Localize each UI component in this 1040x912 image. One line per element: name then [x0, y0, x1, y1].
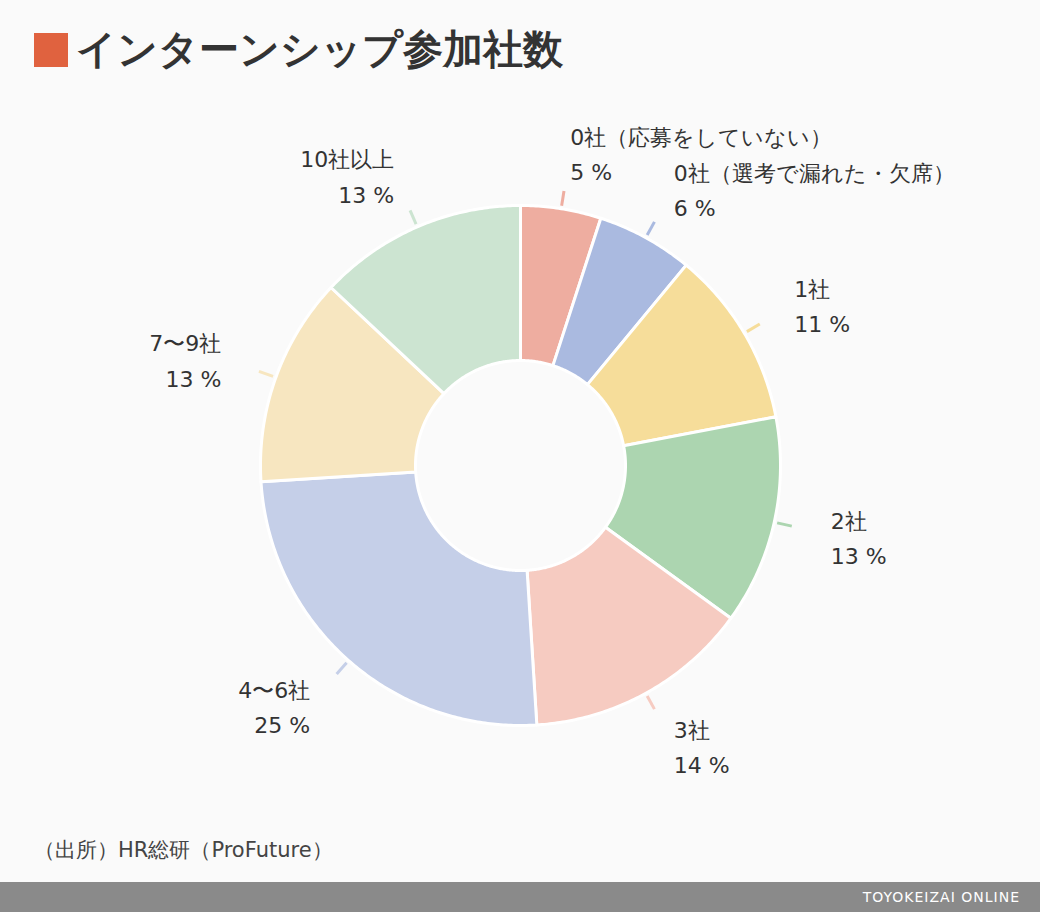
html-text:インターンシップ参加社数: インターンシップ参加社数 [76, 26, 563, 72]
html-text:5 %: 5 % [570, 160, 613, 186]
svg-text:7〜9社13 %: 7〜9社13 % [149, 331, 221, 391]
svg-text:4〜6社25 %: 4〜6社25 % [238, 678, 310, 738]
html-text:（出所）HR総研（ProFuture）: （出所）HR総研（ProFuture） [34, 838, 333, 862]
svg-text:1社11 %: 1社11 % [794, 277, 850, 337]
html-text:TOYOKEIZAI ONLINE: TOYOKEIZAI ONLINE [862, 889, 1020, 905]
svg-text:2社13 %: 2社13 % [831, 509, 887, 569]
svg-text:0社（選考で漏れた・欠席）6 %: 0社（選考で漏れた・欠席）6 % [674, 160, 955, 220]
svg-text:10社以上13 %: 10社以上13 % [300, 147, 394, 207]
html-text:0社（応募をしていない）: 0社（応募をしていない） [570, 125, 833, 151]
svg-text:3社14 %: 3社14 % [674, 718, 730, 778]
